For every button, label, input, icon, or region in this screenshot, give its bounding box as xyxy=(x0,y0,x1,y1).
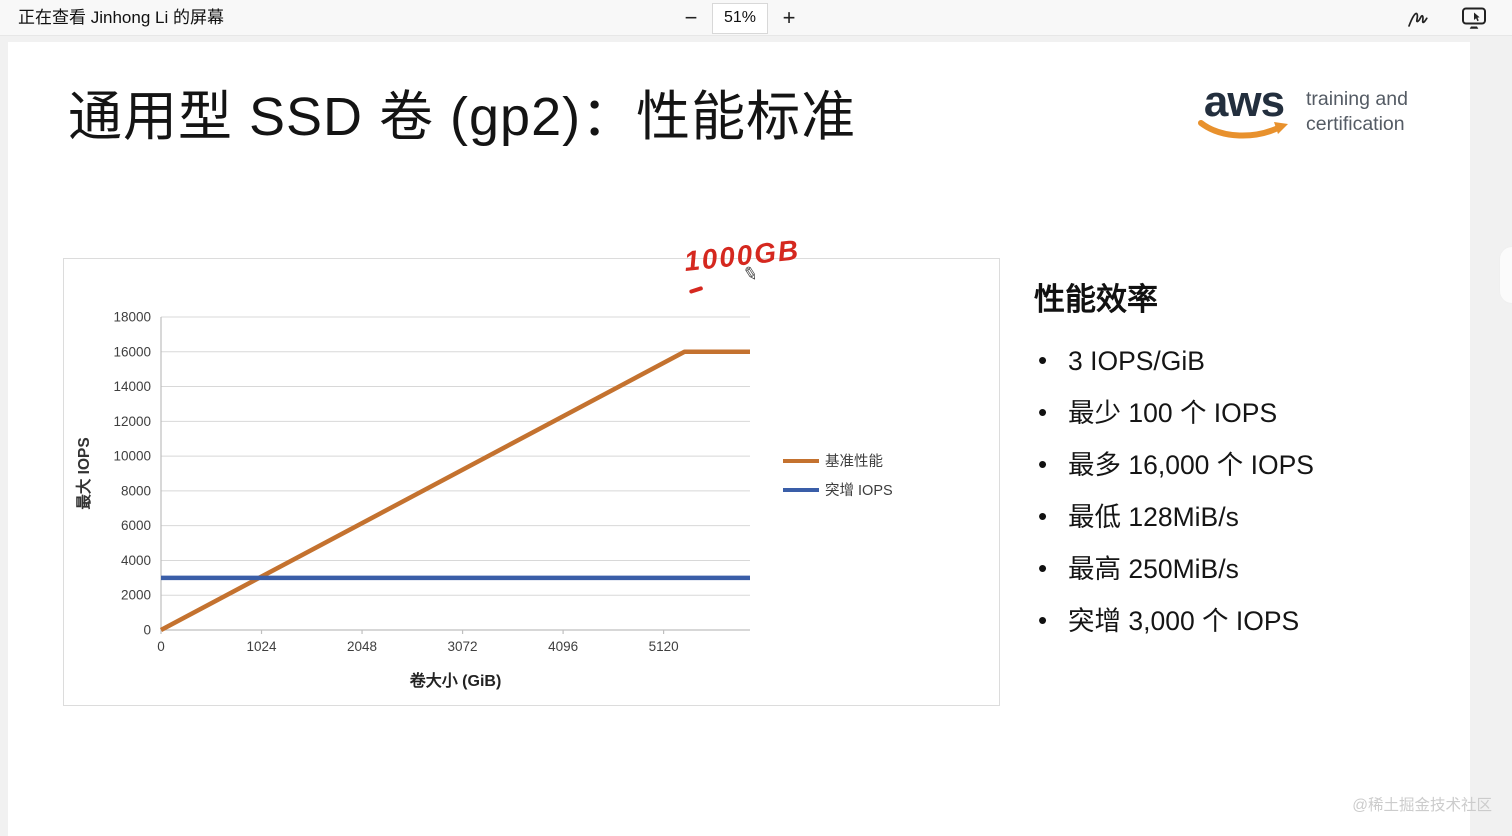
legend-label: 突增 IOPS xyxy=(825,482,893,499)
y-tick-label: 16000 xyxy=(113,344,151,359)
zoom-controls: − 51% + xyxy=(678,0,802,36)
aws-tagline-line2: certification xyxy=(1306,113,1405,135)
x-tick-label: 3072 xyxy=(448,639,478,654)
watermark: @稀土掘金技术社区 xyxy=(1352,797,1492,814)
y-tick-label: 12000 xyxy=(113,414,151,429)
perf-bullet-item: 3 IOPS/GiB xyxy=(1034,344,1470,378)
x-tick-label: 2048 xyxy=(347,639,377,654)
aws-tagline-line1: training and xyxy=(1306,88,1408,110)
y-axis-title: 最大 IOPS xyxy=(74,437,93,509)
performance-panel: 性能效率 3 IOPS/GiB 最少 100 个 IOPS 最多 16,000 个 … xyxy=(1034,274,1470,657)
remote-control-screen-icon[interactable] xyxy=(1460,5,1488,31)
slide-canvas: 通用型 SSD 卷 (gp2)：性能标准 aws training and ce… xyxy=(8,42,1470,836)
perf-bullet-item: 最少 100 个 IOPS xyxy=(1034,396,1470,430)
y-tick-label: 18000 xyxy=(113,310,151,325)
perf-bullet-item: 突增 3,000 个 IOPS xyxy=(1034,604,1470,638)
iops-line-chart: 0 2000 4000 6000 8000 10000 12000 14000 16000 180… xyxy=(74,310,893,691)
aws-tagline: training and certification xyxy=(1306,87,1408,137)
scribble-glyph xyxy=(1408,12,1428,27)
chart-container: 0 2000 4000 6000 8000 10000 12000 14000 16000 180… xyxy=(63,258,1000,706)
y-tick-label: 14000 xyxy=(113,379,151,394)
aws-smile-icon xyxy=(1198,120,1288,139)
y-tick-label: 4000 xyxy=(121,553,151,568)
legend-label: 基准性能 xyxy=(825,453,883,470)
y-tick-label: 6000 xyxy=(121,518,151,533)
perf-bullet-item: 最多 16,000 个 IOPS xyxy=(1034,448,1470,482)
perf-bullet-item: 最高 250MiB/s xyxy=(1034,552,1470,586)
y-tick-label: 8000 xyxy=(121,483,151,498)
screen-share-toolbar: 正在查看 Jinhong Li 的屏幕 − 51% + xyxy=(0,0,1512,36)
slide-title: 通用型 SSD 卷 (gp2)：性能标准 xyxy=(68,87,857,147)
aws-brand-mark: aws xyxy=(1198,77,1290,142)
performance-heading: 性能效率 xyxy=(1034,282,1158,317)
x-tick-label: 0 xyxy=(157,639,165,654)
x-tick-label: 5120 xyxy=(649,639,679,654)
y-tick-label: 10000 xyxy=(113,449,151,464)
zoom-level-indicator[interactable]: 51% xyxy=(712,2,768,34)
series-line xyxy=(159,349,750,632)
toolbar-icons xyxy=(1404,0,1488,36)
zoom-out-button[interactable]: − xyxy=(678,3,704,33)
annotate-scribble-icon[interactable] xyxy=(1404,5,1432,31)
y-tick-label: 0 xyxy=(143,623,151,638)
monitor-cursor-glyph xyxy=(1462,7,1486,29)
side-panel-handle[interactable] xyxy=(1499,246,1512,304)
x-tick-label: 4096 xyxy=(548,639,578,654)
zoom-in-button[interactable]: + xyxy=(776,3,802,33)
perf-bullet-item: 最低 128MiB/s xyxy=(1034,500,1470,534)
screen-share-title: 正在查看 Jinhong Li 的屏幕 xyxy=(18,8,224,27)
x-tick-label: 1024 xyxy=(246,639,277,654)
performance-bullet-list: 3 IOPS/GiB 最少 100 个 IOPS 最多 16,000 个 IOPS 最… xyxy=(1034,344,1470,638)
aws-wordmark: aws xyxy=(1203,77,1285,126)
x-axis-title: 卷大小 (GiB) xyxy=(409,671,502,690)
y-tick-label: 2000 xyxy=(121,588,151,603)
aws-logo: aws training and certification xyxy=(1198,77,1408,142)
